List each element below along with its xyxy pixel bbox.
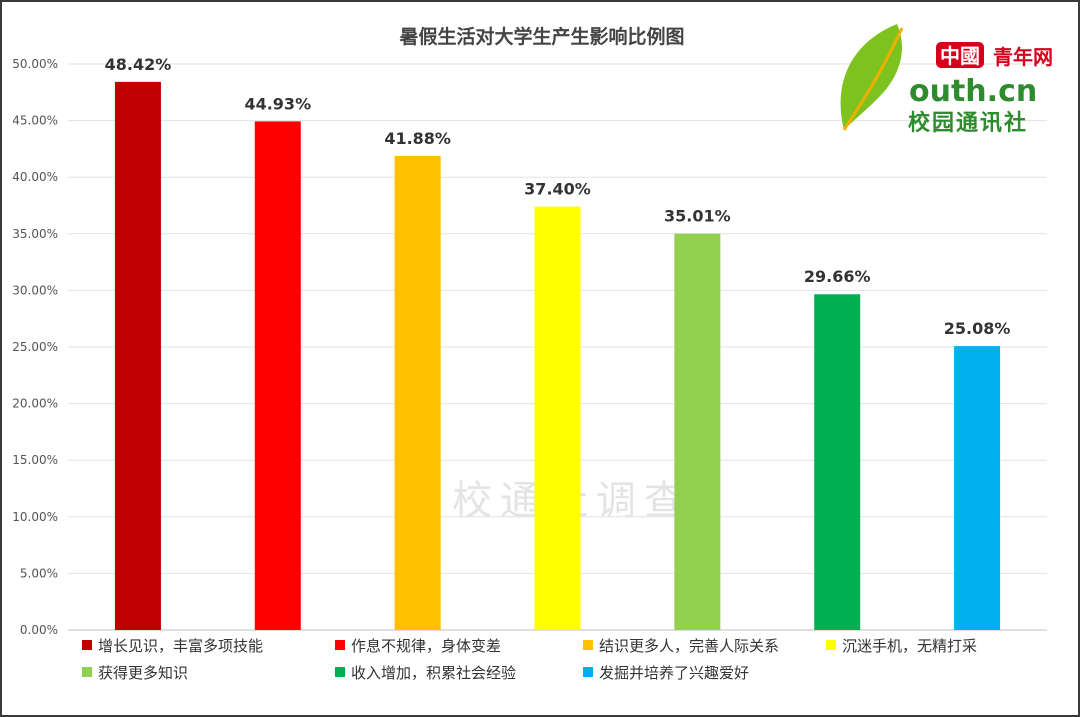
legend-swatch xyxy=(82,667,92,677)
legend-label: 发掘并培养了兴趣爱好 xyxy=(599,664,749,682)
data-label: 35.01% xyxy=(664,207,731,226)
y-tick-label: 10.00% xyxy=(12,510,58,524)
bar xyxy=(814,294,861,630)
legend-swatch xyxy=(583,667,593,677)
data-labels: 48.42% 44.93% 41.88% 37.40% 35.01% 29.66% 25.0… xyxy=(105,55,1011,338)
y-tick-label: 5.00% xyxy=(20,566,58,580)
y-tick-label: 20.00% xyxy=(12,397,58,411)
chart-title: 暑假生活对大学生产生影响比例图 xyxy=(399,25,684,48)
bars xyxy=(114,81,1001,631)
y-tick-label: 50.00% xyxy=(12,57,58,71)
legend: 增长见识，丰富多项技能 作息不规律，身体变差 结识更多人，完善人际关系 沉迷手机，无精… xyxy=(82,637,977,682)
data-label: 37.40% xyxy=(524,180,591,199)
legend-label: 作息不规律，身体变差 xyxy=(351,637,501,655)
y-tick-label: 0.00% xyxy=(20,623,58,637)
y-tick-label: 25.00% xyxy=(12,340,58,354)
legend-label: 沉迷手机，无精打采 xyxy=(842,637,977,655)
bar xyxy=(954,346,1001,630)
logo-domain: outh.cn xyxy=(909,74,1037,109)
y-axis-ticks: 0.00% 5.00% 10.00% 15.00% 20.00% 25.00% 30.00%… xyxy=(12,57,58,637)
y-tick-label: 40.00% xyxy=(12,170,58,184)
y-tick-label: 30.00% xyxy=(12,283,58,297)
leaf-icon-accent xyxy=(842,27,904,131)
bar xyxy=(394,155,441,630)
logo-badge-bg xyxy=(936,42,984,68)
y-tick-label: 45.00% xyxy=(12,114,58,128)
bar xyxy=(114,81,161,630)
youth-cn-logo: 中國 青年网 outh.cn 校园通讯社 xyxy=(840,24,1053,136)
logo-name: 青年网 xyxy=(993,45,1053,69)
legend-swatch xyxy=(583,640,593,650)
bar xyxy=(254,121,301,631)
leaf-icon xyxy=(840,24,902,130)
y-tick-label: 15.00% xyxy=(12,453,58,467)
bar xyxy=(534,206,581,630)
data-label: 41.88% xyxy=(384,129,451,148)
legend-swatch xyxy=(82,640,92,650)
legend-label: 收入增加，积累社会经验 xyxy=(351,664,516,682)
data-label: 25.08% xyxy=(944,319,1011,338)
legend-label: 增长见识，丰富多项技能 xyxy=(98,637,263,655)
logo-tagline: 校园通讯社 xyxy=(908,110,1028,136)
data-label: 44.93% xyxy=(244,94,311,113)
legend-swatch xyxy=(826,640,836,650)
bar xyxy=(674,233,721,630)
legend-label: 结识更多人，完善人际关系 xyxy=(599,637,779,655)
data-label: 29.66% xyxy=(804,267,871,286)
legend-swatch xyxy=(335,640,345,650)
logo-badge: 中國 xyxy=(940,44,980,68)
legend-label: 获得更多知识 xyxy=(98,664,188,682)
y-tick-label: 35.00% xyxy=(12,227,58,241)
legend-swatch xyxy=(335,667,345,677)
data-label: 48.42% xyxy=(105,55,172,74)
